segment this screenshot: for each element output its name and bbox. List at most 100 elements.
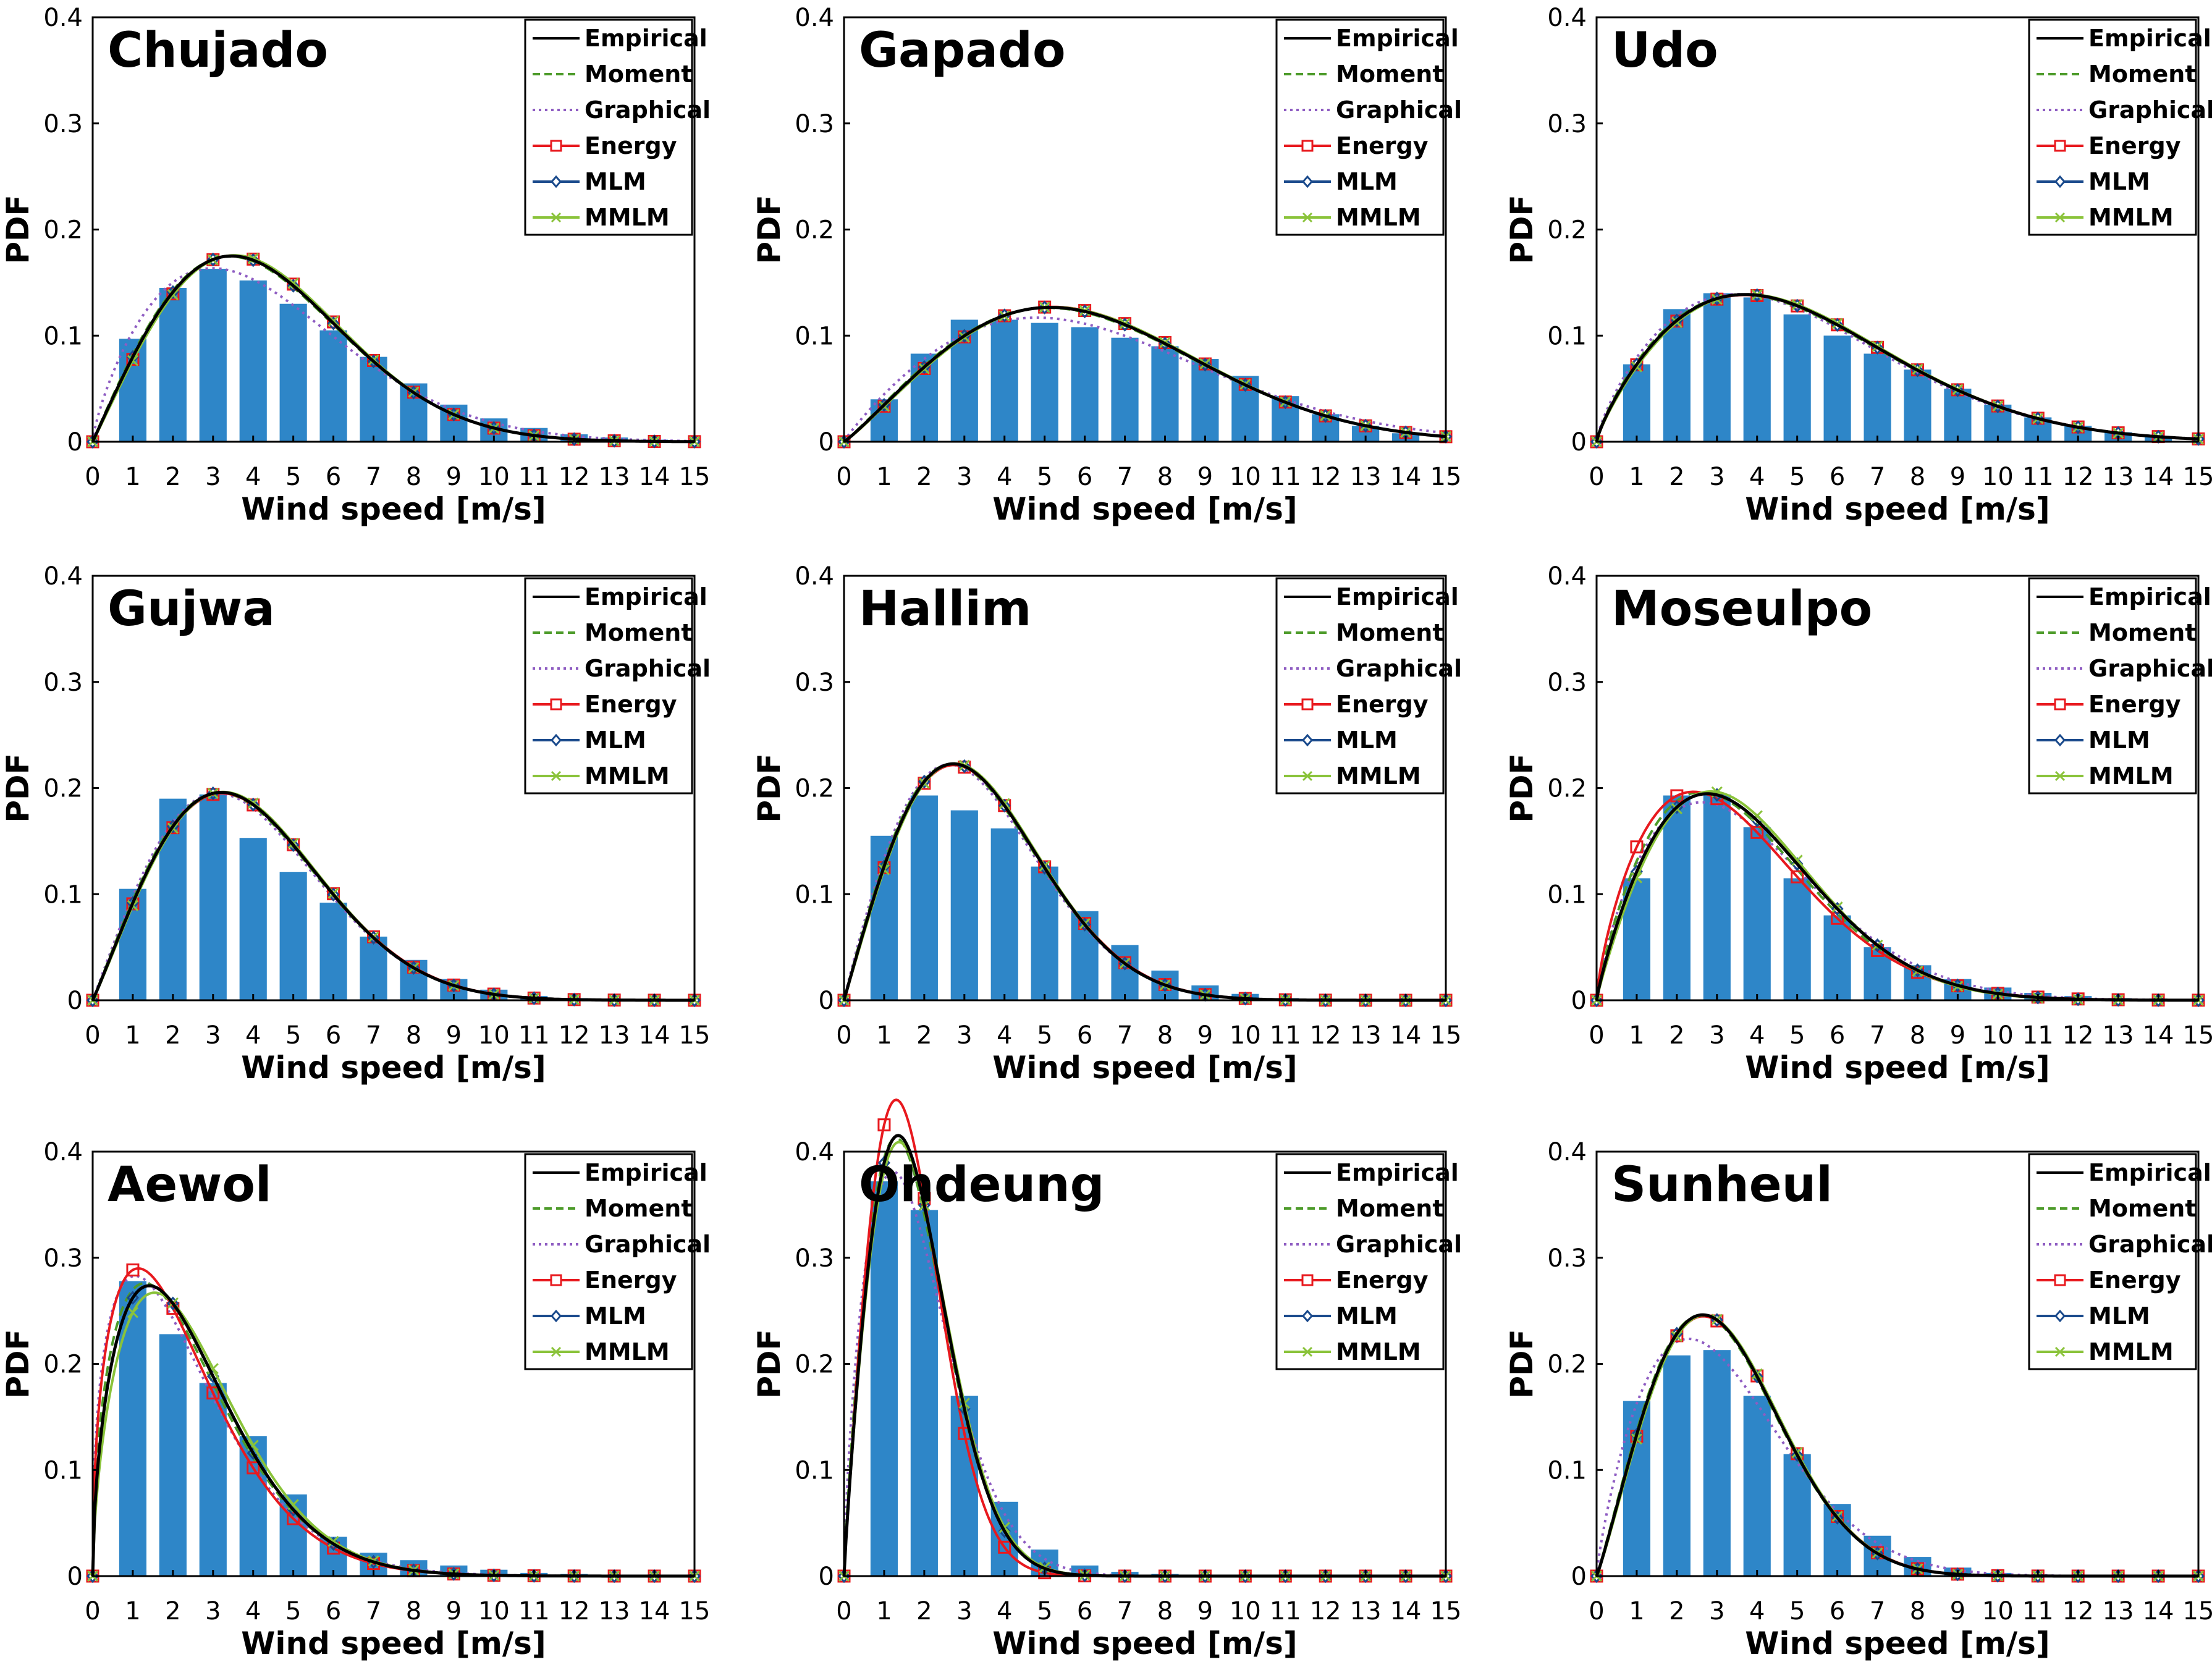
x-tick-label: 14 — [2143, 463, 2174, 491]
x-tick-label: 8 — [1157, 463, 1173, 491]
panel-title: Gapado — [859, 23, 1066, 78]
legend-label-energy: Energy — [585, 1267, 677, 1294]
x-tick-label: 6 — [1077, 1597, 1092, 1626]
legend-label-mmlm: MMLM — [1336, 204, 1421, 231]
legend-marker-mmlm — [1302, 1346, 1313, 1357]
legend-marker-mmlm — [551, 212, 562, 223]
legend-label-graphical: Graphical — [2088, 1231, 2212, 1258]
legend-label-empirical: Empirical — [2088, 25, 2211, 52]
histogram-bar — [990, 828, 1018, 1000]
histogram-bar — [1151, 346, 1179, 442]
legend-marker-energy — [550, 698, 562, 711]
x-tick-label: 10 — [1230, 463, 1261, 491]
x-tick-label: 2 — [916, 1021, 932, 1050]
histogram-bar — [1703, 293, 1731, 442]
legend-marker-mmlm — [551, 770, 562, 782]
legend-box — [524, 19, 693, 236]
panel-title: Gujwa — [108, 581, 275, 637]
legend-marker-mmlm — [2054, 212, 2066, 223]
marker-mlm — [126, 1291, 139, 1305]
x-tick-label: 11 — [518, 1021, 550, 1050]
x-tick-label: 12 — [1310, 1021, 1341, 1050]
marker-mlm — [488, 1568, 500, 1583]
marker-mlm — [1159, 1569, 1171, 1584]
x-tick-label: 6 — [326, 1021, 341, 1050]
legend-label-mlm: MLM — [2088, 727, 2150, 754]
legend-label-energy: Energy — [2088, 1267, 2181, 1294]
legend-label-mlm: MLM — [1336, 727, 1398, 754]
x-tick-label: 13 — [1350, 1597, 1382, 1626]
panel-title: Sunheul — [1611, 1157, 1833, 1213]
x-tick-label: 12 — [2062, 1021, 2094, 1050]
y-tick-label: 0.1 — [1547, 880, 1587, 909]
marker-mlm — [1239, 992, 1252, 1006]
x-tick-label: 13 — [1350, 1021, 1382, 1050]
marker-energy — [918, 777, 931, 790]
marker-mlm — [528, 991, 541, 1005]
x-tick-label: 10 — [478, 1021, 510, 1050]
legend-label-mlm: MLM — [2088, 168, 2150, 195]
y-axis-label: PDF — [751, 195, 787, 264]
marker-mlm — [1750, 1369, 1763, 1384]
x-tick-label: 15 — [679, 463, 711, 491]
x-tick-label: 10 — [1982, 463, 2014, 491]
marker-mmlm — [1791, 854, 1803, 866]
x-tick-label: 5 — [1789, 1597, 1805, 1626]
legend-marker-mlm — [2054, 175, 2066, 188]
marker-energy — [166, 287, 180, 301]
x-tick-label: 2 — [165, 463, 180, 491]
marker-mlm — [608, 993, 621, 1007]
y-tick-label: 0.3 — [795, 1244, 834, 1273]
x-axis-label: Wind speed [m/s] — [1745, 1626, 2049, 1661]
y-axis-label: PDF — [1504, 1329, 1540, 1398]
legend-label-mlm: MLM — [585, 727, 646, 754]
histogram-bar — [1031, 323, 1058, 442]
x-axis-label: Wind speed [m/s] — [241, 1050, 546, 1086]
x-tick-label: 11 — [1270, 463, 1301, 491]
histogram-bar — [1071, 327, 1099, 442]
legend-label-energy: Energy — [1336, 691, 1429, 718]
legend-label-moment: Moment — [1336, 619, 1444, 646]
x-tick-label: 5 — [1789, 1021, 1805, 1050]
panel-chujado: 0 1 2 3 4 5 6 7 8 9 10 11 12 13 14 1500.10.20.30.4Wind … — [0, 4, 711, 527]
x-tick-label: 3 — [205, 463, 221, 491]
marker-energy — [998, 1540, 1011, 1554]
legend-label-graphical: Graphical — [1336, 96, 1462, 124]
x-tick-label: 1 — [125, 463, 140, 491]
legend-marker-mmlm — [2054, 770, 2066, 782]
x-tick-label: 5 — [285, 463, 301, 491]
histogram-bar — [1663, 795, 1691, 1000]
legend-label-graphical: Graphical — [2088, 96, 2212, 124]
marker-mlm — [2192, 432, 2205, 446]
marker-mlm — [1359, 993, 1372, 1008]
legend-label-energy: Energy — [1336, 132, 1429, 159]
marker-mlm — [568, 992, 581, 1007]
marker-mlm — [1078, 1568, 1091, 1582]
legend-label-empirical: Empirical — [2088, 583, 2211, 610]
marker-mlm — [648, 434, 661, 449]
x-tick-label: 13 — [2103, 463, 2134, 491]
x-tick-label: 10 — [1982, 1021, 2014, 1050]
marker-mlm — [86, 1569, 99, 1584]
y-tick-label: 0.2 — [43, 216, 83, 245]
legend-label-energy: Energy — [2088, 691, 2181, 718]
y-tick-label: 0.2 — [1547, 216, 1587, 245]
x-tick-label: 7 — [1117, 463, 1133, 491]
histogram-bar — [319, 330, 347, 442]
legend-marker-energy — [1301, 140, 1314, 152]
x-tick-label: 6 — [1077, 463, 1092, 491]
marker-mlm — [86, 993, 99, 1008]
marker-mlm — [2192, 993, 2205, 1008]
x-tick-label: 0 — [1589, 1597, 1604, 1626]
y-tick-label: 0.2 — [1547, 1351, 1587, 1379]
x-tick-label: 2 — [916, 463, 932, 491]
x-tick-label: 7 — [366, 1021, 381, 1050]
legend-marker-energy — [2054, 140, 2066, 152]
legend-label-moment: Moment — [585, 61, 693, 88]
x-tick-label: 3 — [956, 463, 972, 491]
x-tick-label: 0 — [1589, 1021, 1604, 1050]
marker-mlm — [1791, 1448, 1804, 1462]
x-tick-label: 11 — [2022, 1597, 2054, 1626]
legend-label-empirical: Empirical — [2088, 1159, 2211, 1186]
